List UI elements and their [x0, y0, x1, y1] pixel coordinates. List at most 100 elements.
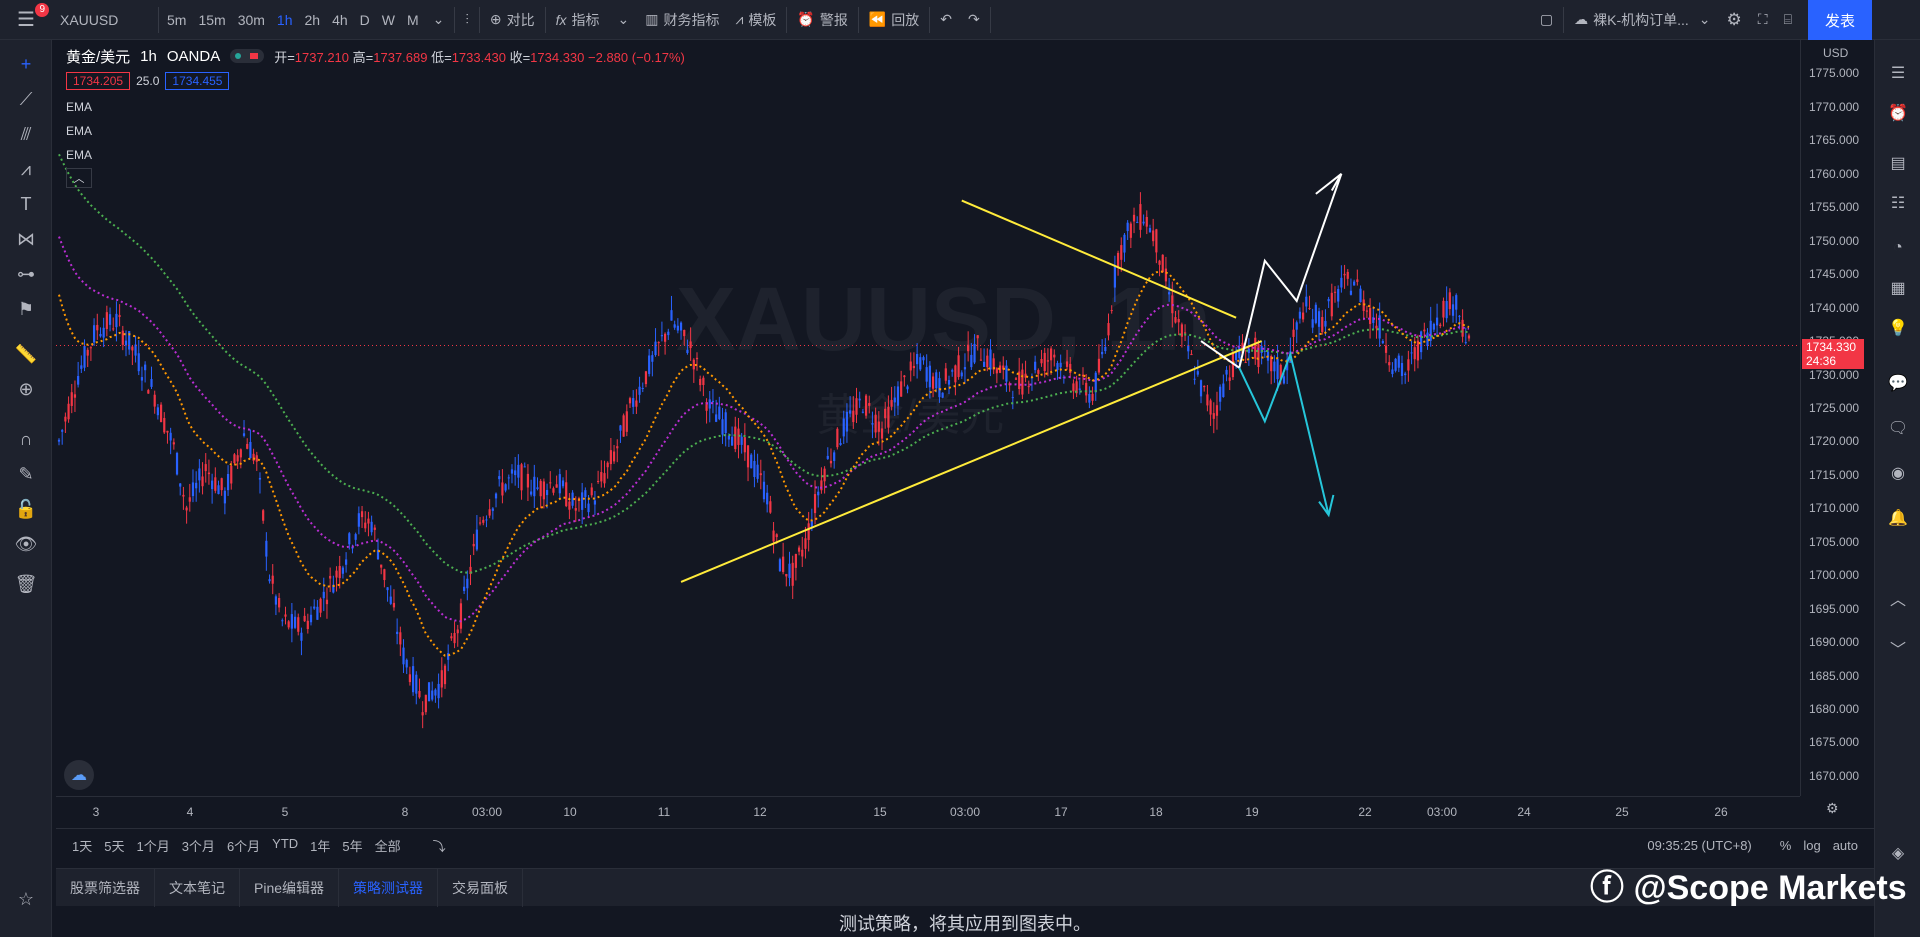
range-5[interactable]: YTD [272, 836, 299, 851]
indicators-button[interactable]: fx 指标 ⌄ [548, 0, 638, 40]
alarm-clock-icon[interactable]: ⏰ [1888, 105, 1908, 122]
clock-label[interactable]: 09:35:25 (UTC+8) [1647, 838, 1752, 853]
log-toggle[interactable]: log [1803, 838, 1821, 853]
settings-button[interactable]: ⚙ [1719, 0, 1750, 40]
range-2[interactable]: 1个月 [136, 839, 170, 854]
watchlist-icon[interactable]: ☰ [1890, 65, 1906, 82]
candle-body [625, 411, 628, 432]
candle-body [724, 412, 727, 434]
pencil-lock-icon[interactable]: ✎ [18, 463, 34, 484]
currency-label: USD [1823, 46, 1849, 60]
streams-icon[interactable]: ◉ [1891, 465, 1905, 482]
price-chart[interactable]: XAUUSD, 1h 黄金/美元 [56, 40, 1800, 796]
publish-button[interactable]: 发表 [1808, 0, 1872, 40]
redo-button[interactable]: ↷ [960, 0, 988, 40]
buy-price-button[interactable]: 1734.455 [165, 72, 230, 90]
range-3[interactable]: 3个月 [181, 839, 215, 854]
trend-line-icon[interactable]: ⟋ [19, 88, 33, 109]
axis-settings-button[interactable]: ⚙ [1826, 800, 1839, 817]
tab-2[interactable]: Pine编辑器 [240, 868, 340, 907]
layout-toggle-button[interactable]: ▢ [1532, 0, 1561, 40]
range-0[interactable]: 1天 [72, 839, 93, 854]
undo-button[interactable]: ↶ [932, 0, 960, 40]
percent-toggle[interactable]: % [1779, 838, 1792, 853]
price-tick: 1705.000 [1809, 534, 1860, 549]
tab-3[interactable]: 策略测试器 [339, 868, 439, 907]
xabcd-icon[interactable]: ⋈ [17, 228, 35, 249]
range-6[interactable]: 1年 [310, 839, 331, 854]
lock-icon[interactable]: 🔓 [14, 498, 38, 519]
alerts-button[interactable]: ⏰ 警报 [789, 0, 855, 40]
time-tick: 11 [657, 805, 671, 819]
auto-toggle[interactable]: auto [1832, 838, 1858, 853]
data-window-icon[interactable]: ☷ [1890, 195, 1906, 212]
calendar-icon[interactable]: ▦ [1890, 280, 1906, 297]
ema-legend-1[interactable]: EMA [66, 100, 93, 114]
interval-M[interactable]: M [407, 11, 419, 28]
tab-0[interactable]: 股票筛选器 [56, 868, 155, 907]
candle-body [175, 452, 179, 475]
range-8[interactable]: 全部 [374, 839, 401, 854]
ideas-icon[interactable]: 💡 [1888, 320, 1908, 337]
tradingview-logo[interactable]: ☁ [64, 760, 94, 790]
chat-icon[interactable]: 💬 [1888, 375, 1908, 392]
range-4[interactable]: 6个月 [226, 839, 261, 854]
ema-mid-line [58, 236, 1470, 623]
icons-tool-icon[interactable]: ⚑ [17, 298, 35, 319]
hotlist-icon[interactable]: ◔ [1893, 239, 1903, 256]
interval-4h[interactable]: 4h [332, 11, 348, 28]
sell-price-button[interactable]: 1734.205 [66, 72, 131, 90]
fullscreen-button[interactable]: ⛶ [1750, 0, 1776, 40]
magnet-icon[interactable]: ∩ [19, 428, 33, 449]
compare-button[interactable]: ⊕ 对比 [482, 0, 543, 40]
candle-body [128, 331, 131, 350]
candle-body [1069, 363, 1072, 373]
ruler-icon[interactable]: 📏 [14, 343, 38, 364]
candle-body [112, 328, 115, 330]
zoom-in-icon[interactable]: ⊕ [18, 378, 34, 399]
templates-button[interactable]: ⩘ 模板 [728, 0, 785, 40]
replay-button[interactable]: ⏪ 回放 [861, 0, 927, 40]
ema-legend-2[interactable]: EMA [66, 124, 93, 138]
bell-icon[interactable]: 🔔 [1888, 510, 1908, 527]
eye-icon[interactable]: 👁 [14, 533, 38, 554]
prediction-icon[interactable]: ⊶ [17, 263, 35, 284]
chevron-down-icon[interactable]: ﹀ [1889, 642, 1906, 659]
candle-body [1091, 393, 1094, 401]
interval-1h[interactable]: 1h [276, 11, 293, 28]
chevron-down-icon[interactable]: ⌄ [432, 11, 445, 27]
time-axis[interactable]: 3 4 5 8 03:00 10 11 12 15 03:00 17 18 19 22 03:00 24 25 2… [56, 796, 1800, 824]
price-scale[interactable]: USD 1775.000 1770.000 1765.000 1760.000 1755… [1800, 40, 1874, 796]
candle-body [1113, 266, 1116, 288]
trash-icon[interactable]: 🗑 [14, 573, 38, 594]
text-tool-icon[interactable]: T [20, 193, 32, 214]
range-1[interactable]: 5天 [104, 839, 125, 854]
star-icon[interactable]: ☆ [17, 888, 35, 909]
range-7[interactable]: 5年 [342, 839, 363, 854]
ema-legend-3[interactable]: EMA [66, 148, 93, 162]
interval-D[interactable]: D [359, 11, 370, 28]
interval-W[interactable]: W [381, 11, 395, 28]
pattern-icon[interactable]: ⩘ [20, 158, 32, 179]
layers-icon[interactable]: ◈ [1891, 845, 1905, 862]
interval-15m[interactable]: 15m [198, 11, 226, 28]
snapshot-button[interactable]: ⌸ [1776, 0, 1800, 40]
crosshair-icon[interactable]: + [20, 53, 32, 74]
chevron-up-icon[interactable]: ︿ [1889, 592, 1906, 609]
goto-date-icon[interactable]: ⤵ [432, 839, 446, 854]
tab-1[interactable]: 文本笔记 [155, 868, 240, 907]
interval-30m[interactable]: 30m [237, 11, 265, 28]
fib-tool-icon[interactable]: ⫻ [20, 123, 32, 144]
interval-5m[interactable]: 5m [167, 11, 187, 28]
financials-button[interactable]: ▥ 财务指标 [637, 0, 727, 40]
chart-type-button[interactable]: ⫶ [457, 0, 477, 40]
messages-icon[interactable]: 🗨 [1887, 420, 1909, 437]
layout-name-button[interactable]: ☁ 裸K-机构订单... ⌄ [1566, 0, 1718, 40]
news-icon[interactable]: ▤ [1890, 155, 1906, 172]
tab-4[interactable]: 交易面板 [438, 868, 524, 907]
symbol-search[interactable]: XAUUSD [60, 11, 119, 28]
price-tick: 1720.000 [1809, 434, 1860, 449]
interval-2h[interactable]: 2h [304, 11, 321, 28]
collapse-legend-button[interactable]: ︿ [66, 168, 92, 188]
menu-button[interactable]: ☰ 9 [0, 0, 52, 40]
